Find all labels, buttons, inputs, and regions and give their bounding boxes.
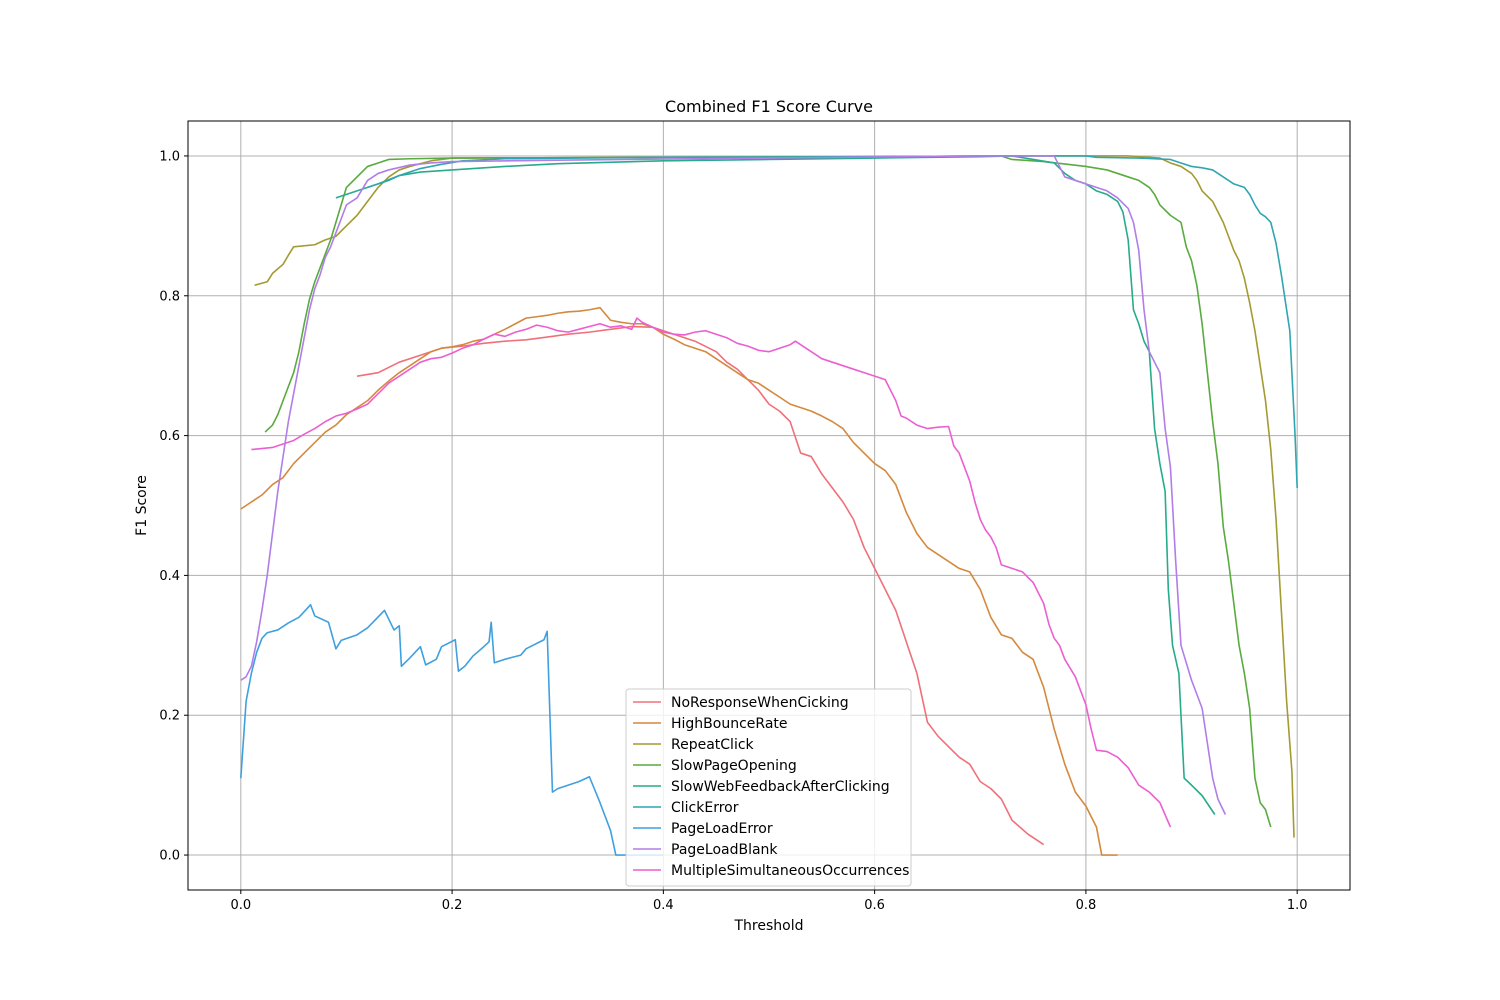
legend-label-slow-web-feedback-after-clicking: SlowWebFeedbackAfterClicking <box>671 779 890 795</box>
x-tick-label: 0.0 <box>230 898 251 913</box>
series-lines <box>240 155 1298 856</box>
series-line-no-response-when-cicking <box>356 325 1045 846</box>
x-tick-label: 0.2 <box>442 898 463 913</box>
legend-label-page-load-blank: PageLoadBlank <box>671 842 778 858</box>
legend-label-high-bounce-rate: HighBounceRate <box>671 716 788 732</box>
x-tick-label: 0.8 <box>1076 898 1097 913</box>
x-tick-label: 0.4 <box>653 898 674 913</box>
series-line-multiple-simultaneous-occurrences <box>251 317 1172 828</box>
legend-box <box>625 688 912 887</box>
legend: NoResponseWhenCicking HighBounceRate Repea… <box>625 688 912 887</box>
y-tick-label: 0.6 <box>159 429 180 444</box>
y-tick-label: 0.8 <box>159 289 180 304</box>
series-line-high-bounce-rate <box>240 306 1118 856</box>
legend-label-repeat-click: RepeatClick <box>671 737 755 753</box>
legend-label-multiple-simultaneous-occurrences: MultipleSimultaneousOccurrences <box>671 863 909 879</box>
legend-label-click-error: ClickError <box>671 800 739 816</box>
x-axis-title: Threshold <box>734 918 804 934</box>
x-tick-label: 0.6 <box>864 898 885 913</box>
x-tick-label: 1.0 <box>1287 898 1308 913</box>
y-tick-label: 0.4 <box>159 569 180 584</box>
chart-title: Combined F1 Score Curve <box>665 97 873 116</box>
y-axis-ticks: 0.0 0.2 0.4 0.6 0.8 1.0 <box>159 149 188 864</box>
y-tick-label: 0.2 <box>159 709 180 724</box>
y-tick-label: 1.0 <box>159 149 180 164</box>
y-axis-title: F1 Score <box>134 475 150 536</box>
legend-label-no-response-when-cicking: NoResponseWhenCicking <box>671 695 849 711</box>
plot-frame <box>187 120 1351 891</box>
series-line-page-load-error <box>240 603 664 856</box>
series-line-page-load-blank <box>240 155 1227 815</box>
legend-label-slow-page-opening: SlowPageOpening <box>671 758 797 774</box>
legend-label-page-load-error: PageLoadError <box>671 821 773 837</box>
x-axis-ticks: 0.0 0.2 0.4 0.6 0.8 1.0 <box>230 890 1308 913</box>
y-tick-label: 0.0 <box>159 849 180 864</box>
series-line-click-error <box>367 155 1298 489</box>
